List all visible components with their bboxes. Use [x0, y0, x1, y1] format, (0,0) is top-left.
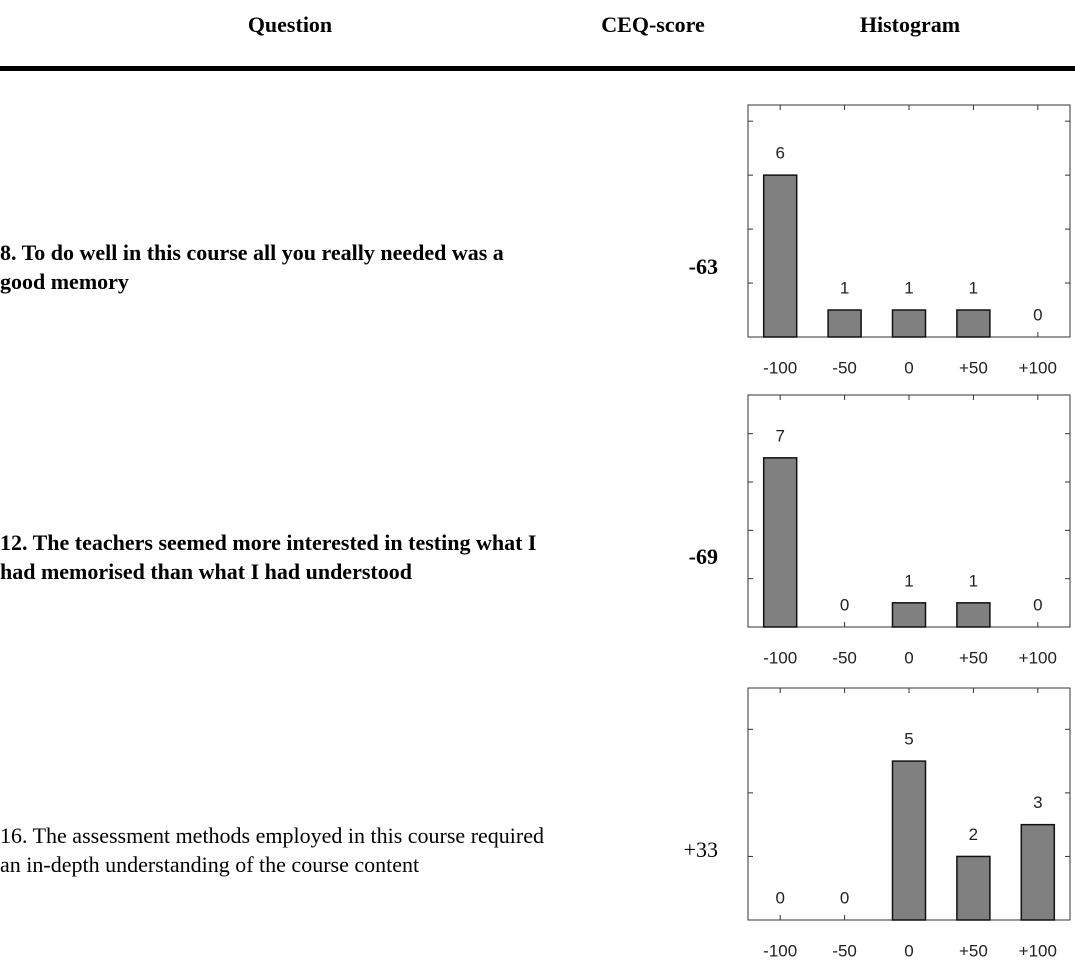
x-tick-label: +100 [1019, 648, 1057, 667]
column-header: Question [247, 12, 333, 37]
x-tick-label: +50 [959, 941, 988, 960]
bar [956, 309, 991, 338]
value-label: 1 [969, 279, 978, 298]
bar [956, 855, 991, 921]
x-tick-label: -100 [763, 941, 797, 960]
value-label: 1 [840, 279, 849, 298]
x-tick-label: -50 [832, 358, 857, 377]
value-label: 1 [969, 571, 978, 590]
x-tick-label: -50 [832, 648, 857, 667]
ceq-score: -63 [688, 254, 718, 280]
question: 16. The assessment methods employed in t… [0, 823, 544, 878]
column-header: CEQ-score [601, 12, 705, 37]
x-tick-label: +100 [1019, 941, 1057, 960]
x-tick-label: -100 [763, 648, 797, 667]
bar [762, 174, 798, 338]
bar [956, 602, 991, 628]
value-label: 0 [840, 595, 849, 614]
value-label: 7 [775, 426, 784, 445]
ceq-score: +33 [683, 837, 718, 863]
question: 8. To do well in this course all you rea… [0, 240, 504, 295]
value-label: 0 [1033, 305, 1042, 324]
header-rule [0, 66, 1075, 71]
value-label: 1 [904, 279, 913, 298]
ceq-score: -69 [688, 544, 718, 570]
value-label: 0 [840, 888, 849, 907]
bar [891, 760, 927, 921]
x-tick-label: 0 [904, 941, 913, 960]
value-label: 1 [904, 571, 913, 590]
question: 12. The teachers seemed more interested … [0, 530, 537, 585]
value-label: 3 [1033, 793, 1042, 812]
x-tick-label: -50 [832, 941, 857, 960]
bar [891, 602, 927, 628]
bar [762, 457, 798, 628]
x-tick-label: +100 [1019, 358, 1057, 377]
value-label: 0 [1033, 595, 1042, 614]
x-tick-label: +50 [959, 648, 988, 667]
bar [1020, 823, 1056, 921]
x-tick-label: 0 [904, 358, 913, 377]
column-header: Histogram [859, 12, 961, 37]
x-tick-label: +50 [959, 358, 988, 377]
value-label: 0 [775, 888, 784, 907]
value-label: 6 [775, 144, 784, 163]
bar [891, 309, 927, 338]
x-tick-label: -100 [763, 358, 797, 377]
bar [827, 309, 862, 338]
x-tick-label: 0 [904, 648, 913, 667]
value-label: 2 [969, 825, 978, 844]
value-label: 5 [904, 730, 913, 749]
